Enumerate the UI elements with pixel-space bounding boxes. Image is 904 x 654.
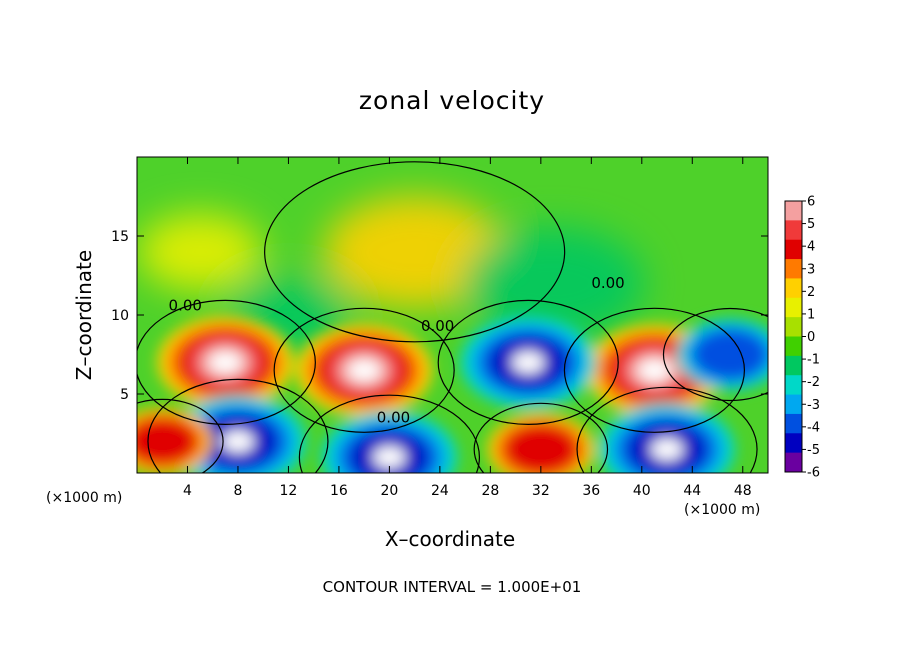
colorbar-swatch xyxy=(785,355,802,376)
zero-contours: 0.00 0.00 0.00 0.00 xyxy=(137,161,768,473)
chart-title: zonal velocity xyxy=(358,86,546,115)
y-tick-label: 10 xyxy=(111,308,129,324)
x-unit-label-left: (×1000 m) xyxy=(46,490,123,506)
colorbar-swatch xyxy=(785,201,802,221)
x-axis-label: X–coordinate xyxy=(384,527,516,551)
contour-line xyxy=(147,378,329,473)
colorbar-tick-label: -1 xyxy=(807,353,820,368)
colorbar: 6 5 4 3 2 1 0 -1 -2 -3 -4 -5 -6 xyxy=(784,195,820,481)
colorbar-swatch xyxy=(785,336,802,357)
colorbar-tick-label: -5 xyxy=(807,443,820,458)
contour-line xyxy=(298,394,480,473)
x-tick-label: 32 xyxy=(532,483,550,499)
field-feature xyxy=(137,417,198,466)
colorbar-tick-label: 1 xyxy=(807,307,815,322)
x-tick-label: 4 xyxy=(183,483,192,499)
y-tick-label: 5 xyxy=(120,387,129,403)
colorbar-swatch xyxy=(785,413,802,434)
colorbar-tick-label: 6 xyxy=(807,195,815,210)
field-feature xyxy=(650,438,684,461)
colorbar-tick-label: 2 xyxy=(807,285,815,300)
field-feature xyxy=(503,423,579,473)
colorbar-swatch xyxy=(785,394,802,415)
contour-line xyxy=(662,307,768,402)
colorbar-tick-label: -2 xyxy=(807,375,820,390)
y-axis-label: Z–coordinate xyxy=(72,249,96,381)
contour-label: 0.00 xyxy=(591,274,624,292)
colorbar-tick-label: -3 xyxy=(807,398,820,413)
colorbar-swatch xyxy=(785,317,802,337)
field-feature xyxy=(137,213,263,291)
field-feature xyxy=(373,446,406,469)
x-unit-label-right: (×1000 m) xyxy=(684,502,761,518)
contour-line xyxy=(264,161,566,343)
colorbar-swatch xyxy=(785,452,802,473)
field-feature xyxy=(462,227,645,340)
x-tick-label: 20 xyxy=(380,483,398,499)
colorbar-tick-label: -4 xyxy=(807,420,820,435)
field-feature xyxy=(347,359,381,382)
field-feature xyxy=(323,195,506,308)
contour-line xyxy=(137,398,224,473)
contour-label: 0.00 xyxy=(377,408,410,426)
colorbar-swatch xyxy=(785,297,802,318)
contour-label: 0.00 xyxy=(169,296,202,314)
x-tick-label: 12 xyxy=(280,483,298,499)
colorbar-tick-label: 5 xyxy=(807,217,815,232)
contour-line xyxy=(137,299,316,425)
x-tick-label: 36 xyxy=(582,483,600,499)
contour-line xyxy=(563,307,746,433)
x-tick-label: 24 xyxy=(431,483,449,499)
colorbar-swatch xyxy=(785,375,802,396)
colorbar-swatch xyxy=(785,259,802,279)
colorbar-swatch xyxy=(785,433,802,454)
field-feature xyxy=(692,329,768,380)
colorbar-swatch xyxy=(785,239,802,260)
contour-line xyxy=(273,307,455,433)
x-tick-label: 48 xyxy=(734,483,752,499)
field-feature xyxy=(638,359,671,382)
contour-interval-note: CONTOUR INTERVAL = 1.000E+01 xyxy=(322,578,582,596)
x-tick-label: 28 xyxy=(481,483,499,499)
contour-label: 0.00 xyxy=(421,317,454,335)
y-tick-label: 15 xyxy=(111,229,129,245)
x-tick-label: 16 xyxy=(330,483,348,499)
field-feature xyxy=(511,351,545,374)
colorbar-tick-label: -6 xyxy=(807,466,820,481)
colorbar-swatch xyxy=(785,278,802,299)
x-tick-label: 40 xyxy=(633,483,651,499)
y-axis-ticks: 5 10 15 xyxy=(111,229,768,403)
x-axis-ticks: 4 8 12 16 20 24 28 32 36 40 44 48 xyxy=(183,157,752,499)
colorbar-tick-label: 3 xyxy=(807,262,815,277)
x-tick-label: 8 xyxy=(233,483,242,499)
field-feature xyxy=(209,351,242,374)
field-feature xyxy=(221,430,255,453)
velocity-field xyxy=(137,157,768,473)
colorbar-tick-label: 4 xyxy=(807,240,815,255)
colorbar-swatch xyxy=(785,220,802,241)
contour-line xyxy=(576,386,758,473)
contour-line xyxy=(437,299,619,425)
x-tick-label: 44 xyxy=(683,483,701,499)
contour-line xyxy=(473,402,609,473)
colorbar-tick-label: 0 xyxy=(807,330,815,345)
